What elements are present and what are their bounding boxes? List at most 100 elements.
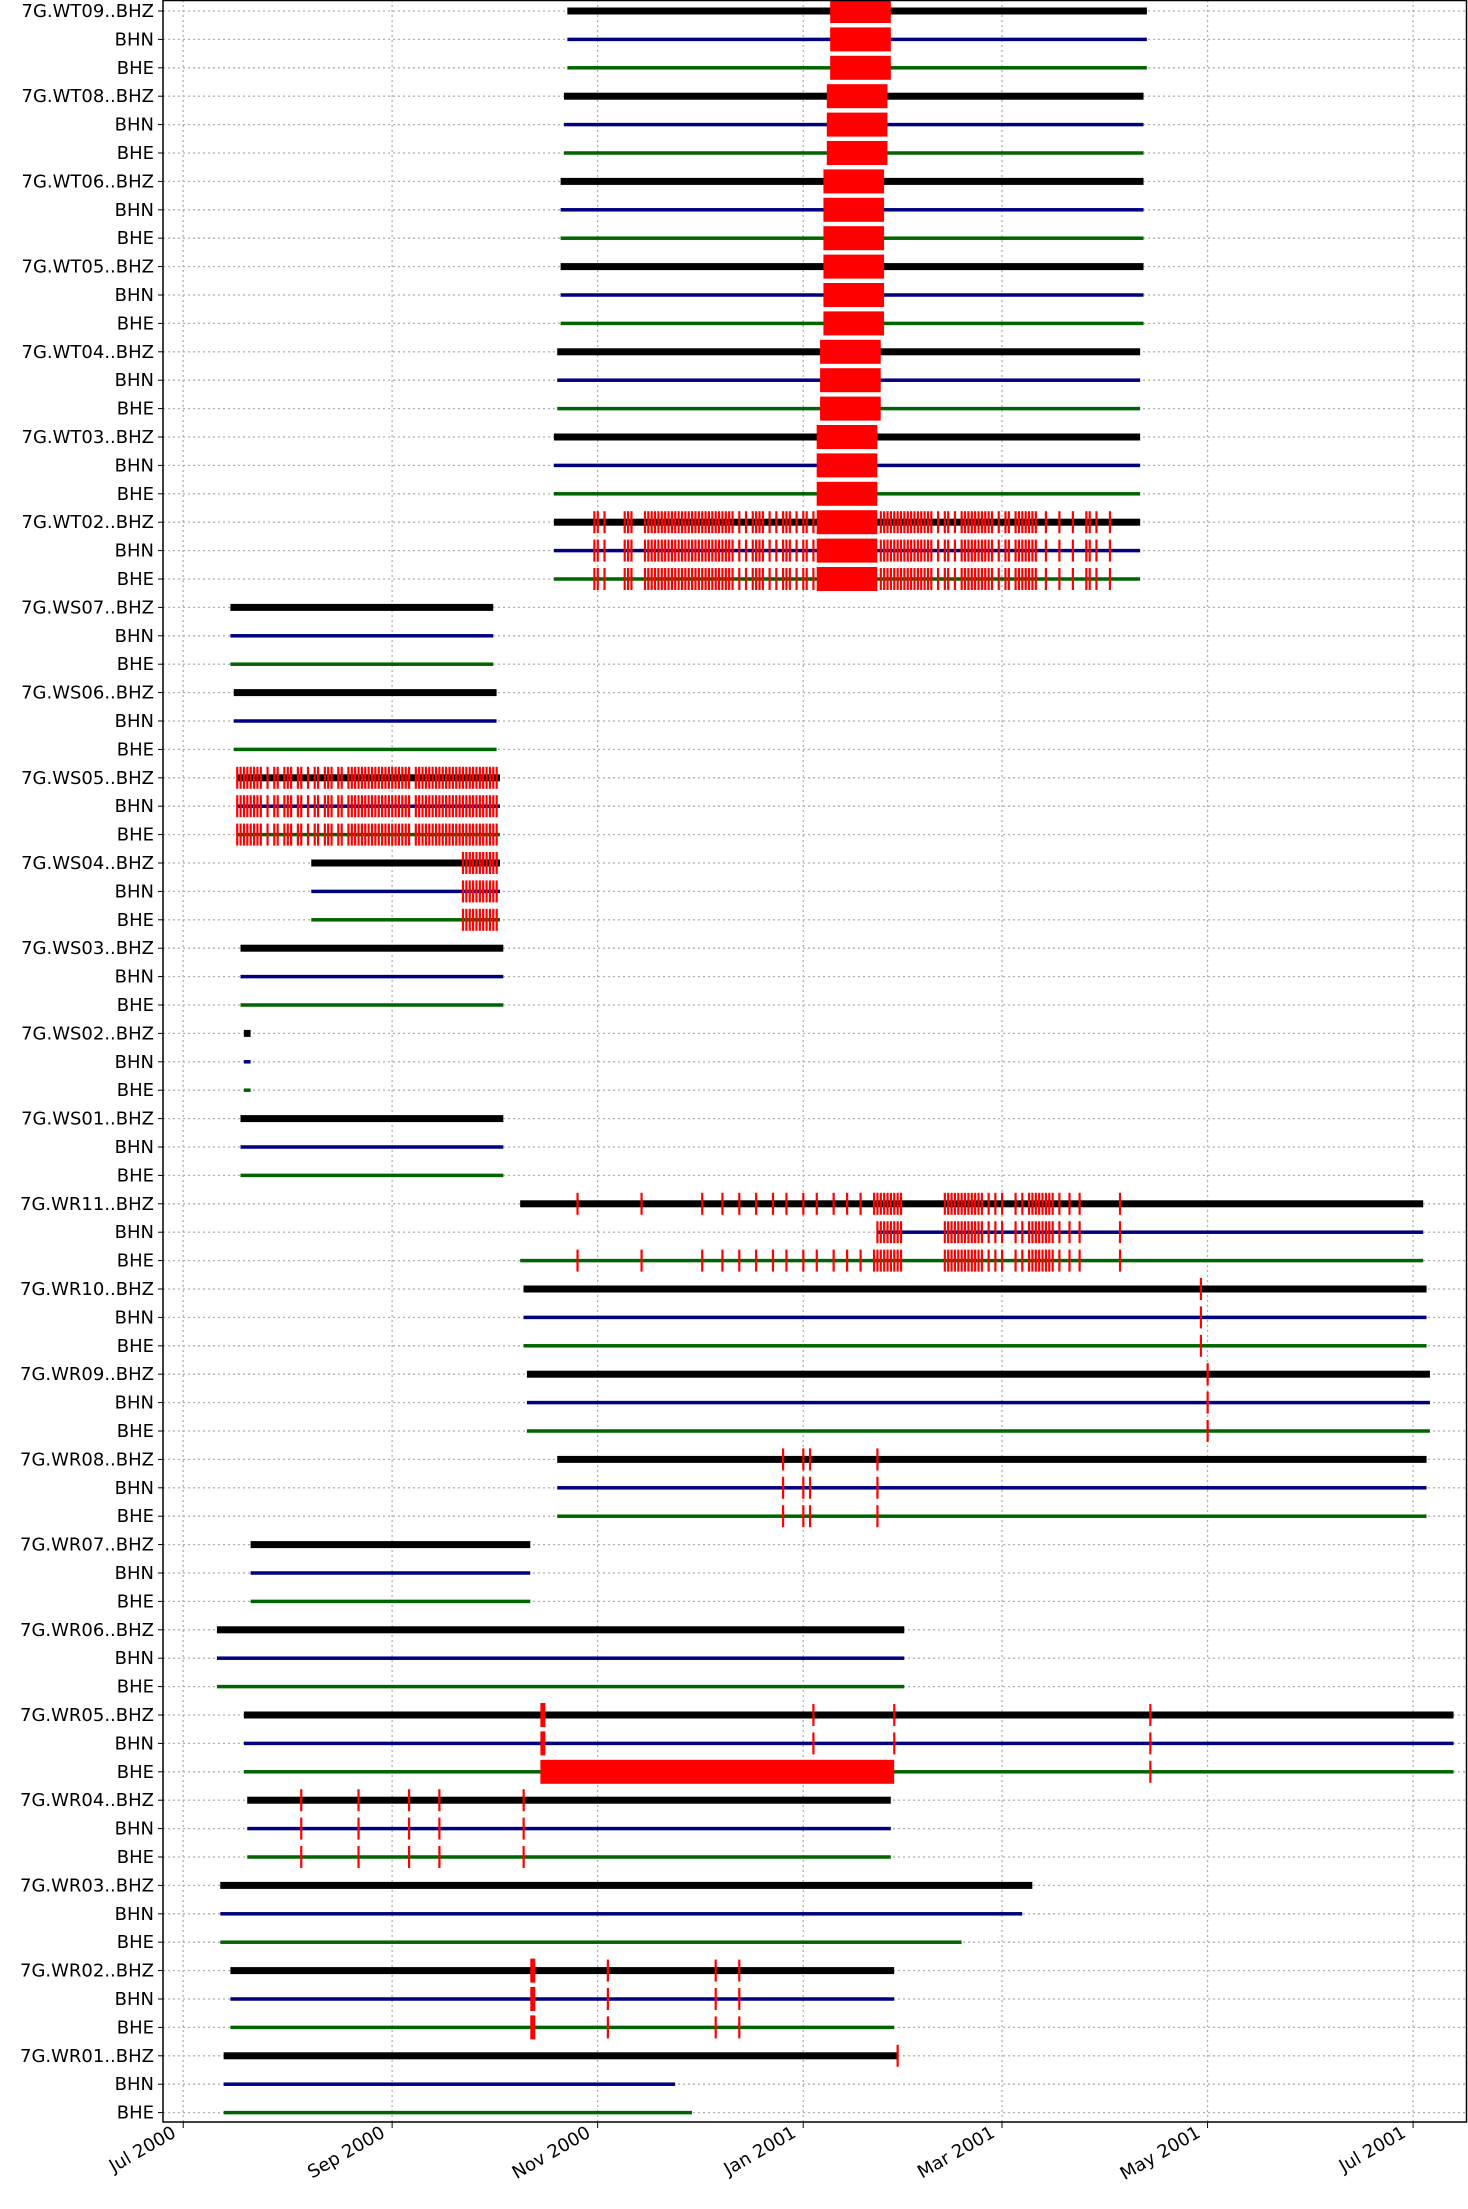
gap-tick [906,539,909,562]
gap-tick [980,1192,983,1215]
gap-tick [357,795,360,818]
gap-tick [707,511,711,534]
gap-tick [323,795,326,818]
x-tick-label: Jan 2001 [720,2122,800,2180]
gap-tick [687,568,690,590]
gap-tick [893,1192,896,1215]
gap-tick [316,795,320,818]
gap-tick [367,823,370,846]
gap-tick [414,766,417,789]
data-span-bhe [523,1344,1427,1348]
frame-layer [158,0,1468,2128]
gap-tick [974,568,977,590]
gap-tick [391,766,394,789]
data-span-bhe [311,918,500,922]
gap-tick [643,511,647,534]
gap-tick [653,568,657,590]
gap-tick [246,823,249,846]
gap-tick [522,1817,525,1840]
gap-tick [626,539,630,562]
gap-tick [1108,539,1112,562]
gap-tick [1199,1278,1203,1300]
gap-tick [606,2016,609,2039]
data-span-bhe [233,747,497,752]
gap-tick [758,511,761,534]
gap-tick [781,1448,785,1471]
gap-tick [1085,511,1088,534]
gap-tick [883,568,886,590]
gap-tick [724,568,727,590]
gap-tick [771,1192,775,1215]
gap-tick [404,766,407,789]
y-tick-label: BHE [117,2103,154,2124]
gap-tick [936,539,940,562]
gap-tick [987,511,990,534]
y-tick-label: BHN [115,285,154,306]
data-span-bhz [311,859,500,867]
gap-tick [781,568,785,590]
gap-tick [1085,539,1088,562]
gap-tick [960,511,963,534]
gap-tick [781,511,785,534]
y-tick-label: BHE [117,1165,154,1186]
gap-tick [805,568,808,590]
gap-tick [808,1505,812,1528]
gap-tick [761,539,764,562]
gap-tick [296,795,299,818]
gap-tick [684,568,687,590]
gap-tick [414,823,417,846]
data-span-bhe [240,1003,504,1007]
y-tick-label: BHE [117,825,154,846]
gap-tick [431,823,434,846]
gap-tick [930,539,933,562]
gap-block [816,538,878,563]
gap-tick [593,539,596,562]
y-tick-label: BHE [117,484,154,505]
gap-tick [660,568,663,590]
gap-tick [640,1192,643,1215]
gap-tick [381,795,384,818]
gap-tick [421,823,424,846]
gap-tick [455,766,458,789]
gap-tick [313,766,316,789]
gap-tick [660,539,663,562]
gap-tick [1017,539,1021,562]
gap-tick [448,823,451,846]
gap-tick [431,795,434,818]
gap-tick [438,1789,441,1812]
y-tick-label: BHE [117,143,154,164]
gap-tick [697,568,700,590]
y-tick-label: BHN [115,455,154,476]
y-tick-label: BHE [117,399,154,420]
y-tick-label: BHE [117,1591,154,1612]
gap-tick [953,511,957,534]
gap-tick [781,539,785,562]
gap-tick [1058,1192,1061,1215]
gap-tick [785,1249,788,1272]
gap-tick [899,539,903,562]
gap-tick [738,1192,741,1215]
gap-tick [1058,539,1061,562]
data-span-bhz [247,1796,891,1804]
gap-block [816,453,878,478]
gap-tick [886,1249,889,1272]
gap-tick [471,766,475,789]
gap-tick [984,539,987,562]
gap-tick [781,1505,785,1528]
gap-tick [404,795,407,818]
gap-tick [623,511,626,534]
y-tick-label: BHE [117,1421,154,1442]
gap-tick [691,511,694,534]
y-tick-label: 7G.WR08..BHZ [20,1449,154,1470]
gap-tick [775,539,778,562]
gap-tick [963,1221,967,1244]
gap-tick [886,511,889,534]
gap-tick [300,1817,303,1840]
gap-tick [424,766,428,789]
gap-tick [879,539,882,562]
gap-tick [738,1249,741,1272]
gap-tick [1007,511,1010,534]
gap-tick [492,852,495,874]
gap-block [530,1987,536,2011]
